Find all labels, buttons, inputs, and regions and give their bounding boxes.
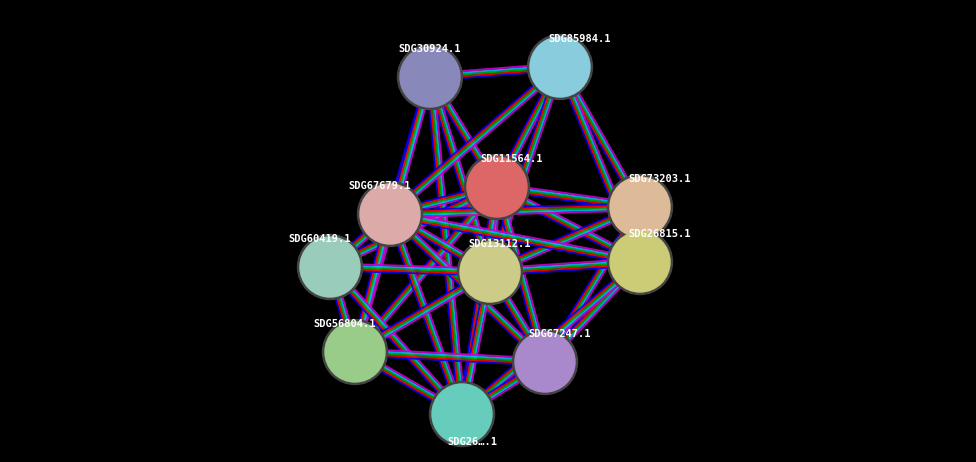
Circle shape: [515, 332, 575, 392]
Circle shape: [300, 237, 360, 297]
Circle shape: [607, 175, 672, 239]
Circle shape: [429, 382, 495, 446]
Text: SDG67679.1: SDG67679.1: [348, 181, 411, 191]
Circle shape: [360, 184, 420, 244]
Circle shape: [527, 35, 592, 99]
Circle shape: [610, 177, 670, 237]
Text: SDG73203.1: SDG73203.1: [629, 174, 691, 184]
Circle shape: [610, 232, 670, 292]
Circle shape: [432, 384, 492, 444]
Circle shape: [325, 322, 385, 382]
Circle shape: [465, 154, 530, 219]
Text: SDG56804.1: SDG56804.1: [313, 319, 377, 329]
Text: SDG26815.1: SDG26815.1: [629, 229, 691, 239]
Circle shape: [530, 37, 590, 97]
Text: SDG30924.1: SDG30924.1: [399, 44, 462, 54]
Circle shape: [298, 235, 362, 299]
Circle shape: [397, 44, 463, 109]
Text: SDG26….1: SDG26….1: [447, 437, 497, 447]
Text: SDG67247.1: SDG67247.1: [529, 329, 591, 339]
Text: SDG13112.1: SDG13112.1: [468, 239, 531, 249]
Circle shape: [400, 47, 460, 107]
Circle shape: [607, 230, 672, 294]
Text: SDG85984.1: SDG85984.1: [549, 34, 611, 44]
Circle shape: [322, 320, 387, 384]
Circle shape: [458, 239, 522, 304]
Text: SDG11564.1: SDG11564.1: [481, 154, 544, 164]
Circle shape: [467, 157, 527, 217]
Circle shape: [460, 242, 520, 302]
Circle shape: [357, 182, 423, 247]
Text: SDG60419.1: SDG60419.1: [289, 234, 351, 244]
Circle shape: [512, 329, 578, 395]
